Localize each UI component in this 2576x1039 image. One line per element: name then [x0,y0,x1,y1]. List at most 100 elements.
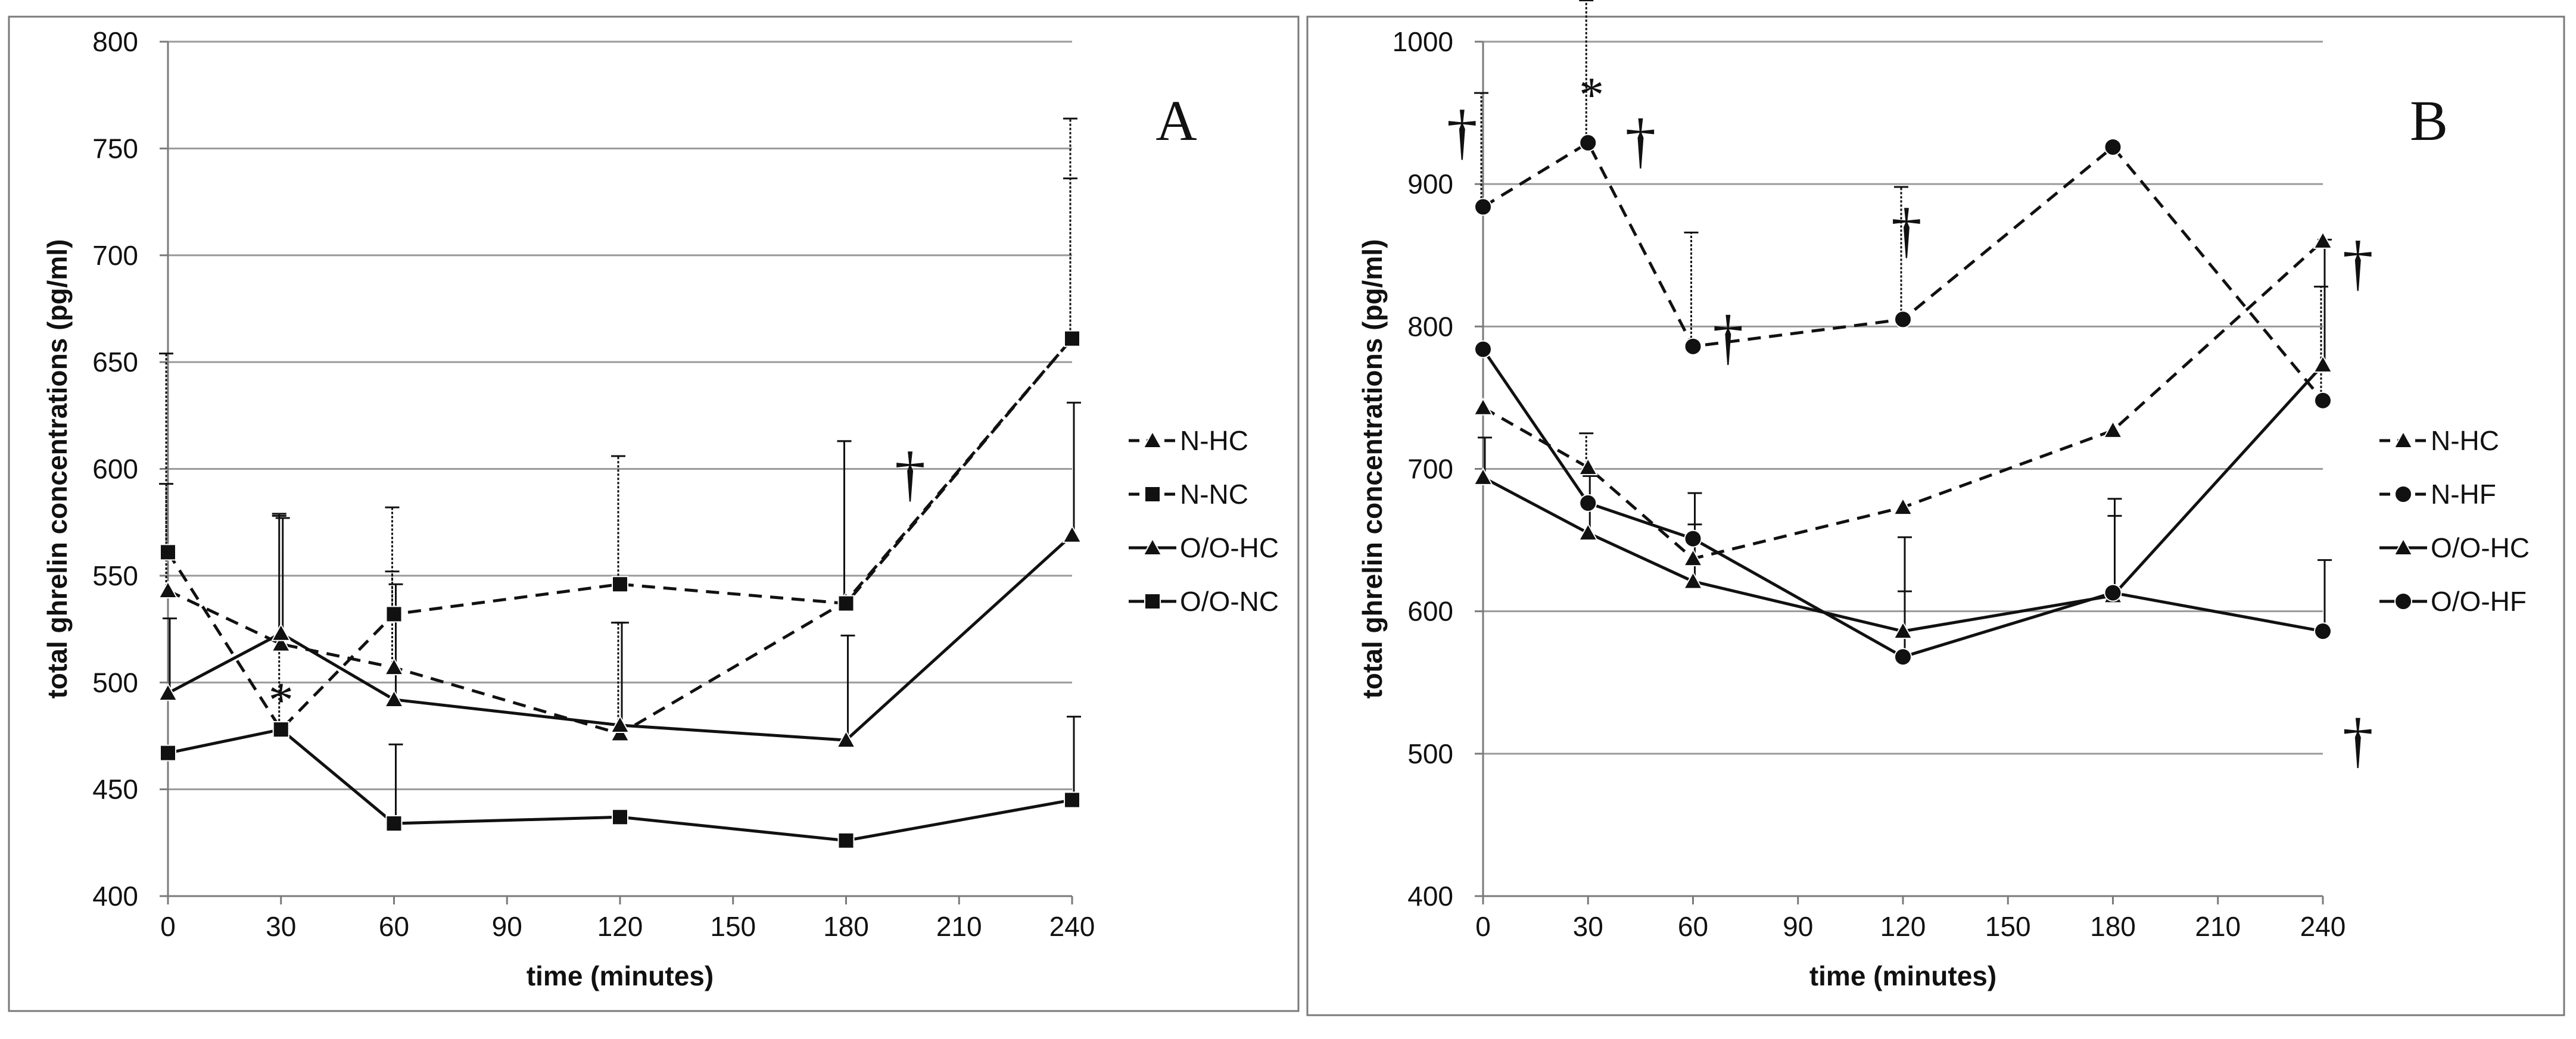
pb-significance-dagger-3: † [1712,303,1743,372]
pa-legend-label-n-hc: N-HC [1180,425,1248,456]
pa-legend-marker-n-hc [1142,430,1163,448]
pa-series-line-o-o-hc [167,533,1073,742]
pb-point-n-hf-240 [2314,391,2332,410]
pb-ytick-label-1000: 1000 [1393,26,1453,57]
pa-point-o-o-nc-0 [160,744,176,762]
pa-point-o-o-nc-60 [385,815,403,832]
pa-point-o-o-hc-60 [384,689,404,707]
pa-point-o-o-hc-0 [158,683,178,701]
pb-point-n-hf-0 [1474,198,1492,216]
pb-point-n-hf-180 [2104,138,2122,156]
pb-frame [1306,15,2565,1016]
pb-legend-label-o-o-hc: O/O-HC [2431,532,2530,563]
pa-xtick-label-240: 240 [1049,911,1095,942]
pb-point-n-hf-30 [1579,133,1597,152]
pb-xtick-label-150: 150 [1985,911,2031,942]
pa-xtick-label-30: 30 [266,911,296,942]
pb-x-axis-title: time (minutes) [1809,960,1996,991]
pb-legend-marker-o-o-hf [2394,592,2412,610]
pb-xtick-label-120: 120 [1880,911,1926,942]
pa-point-o-o-nc-120 [612,809,628,826]
pa-xtick-label-150: 150 [710,911,756,942]
pb-series-line-o-o-hf [1481,348,2323,659]
pa-xtick-label-90: 90 [492,911,522,942]
pa-ytick-label-500: 500 [92,667,138,698]
pa-point-n-hc-30 [271,634,291,652]
pa-xtick-label-120: 120 [597,911,643,942]
pb-xtick-label-0: 0 [1475,911,1491,942]
pa-frame [8,15,1300,1012]
pa-legend-marker-n-nc [1144,486,1161,503]
pa-point-o-o-nc-30 [272,721,289,738]
pb-series-line-n-hc [1482,239,2324,560]
pb-point-n-hc-30 [1578,457,1598,476]
pa-point-n-nc-180 [837,595,855,612]
pa-ytick-label-750: 750 [92,133,138,164]
pa-xtick-label-210: 210 [936,911,982,942]
pa-point-o-o-nc-240 [1064,791,1080,809]
pb-xtick-label-240: 240 [2300,911,2346,942]
pa-point-o-o-nc-180 [837,832,855,849]
pb-legend-marker-o-o-hc [2393,537,2413,556]
pa-ytick-label-650: 650 [92,347,138,377]
pb-legend-label-n-hf: N-HF [2431,479,2496,510]
pa-legend-label-o-o-hc: O/O-HC [1180,532,1279,563]
pa-ytick-label-550: 550 [92,560,138,591]
pa-ytick-label-700: 700 [92,240,138,271]
pb-significance-dagger-5: † [2343,229,2373,298]
pa-panel-letter: A [1155,89,1197,152]
chart-panel-a: 400 450 500 550 600 650 700 750 800 0 30 60 90 120 150… [8,15,1300,1012]
pa-xtick-label-60: 60 [379,911,409,942]
pb-xtick-label-60: 60 [1678,911,1708,942]
pb-panel-letter: B [2410,89,2448,152]
pa-point-o-o-hc-180 [836,730,856,748]
pa-series-line-o-o-nc [167,728,1073,843]
pb-xtick-label-210: 210 [2195,911,2241,942]
pb-point-o-o-hc-60 [1683,571,1703,589]
pb-series-line-n-hf [1482,141,2324,402]
pb-point-n-hf-60 [1684,337,1702,355]
pb-point-o-o-hc-240 [2313,354,2333,373]
pb-point-o-o-hf-120 [1894,648,1912,666]
pa-ytick-label-800: 800 [92,26,138,57]
pb-point-n-hc-60 [1683,548,1703,567]
pa-point-n-hc-0 [158,580,178,598]
pb-point-n-hc-180 [2102,420,2123,438]
pb-point-o-o-hf-60 [1684,529,1702,548]
pb-point-n-hc-0 [1473,397,1493,416]
pa-point-o-o-hc-120 [610,714,630,733]
pb-significance-star-1: * [1579,67,1604,123]
pb-point-o-o-hf-240 [2314,622,2332,641]
pa-legend-label-o-o-nc: O/O-NC [1180,586,1279,617]
pb-legend-marker-n-hf [2394,485,2412,503]
pb-significance-dagger-2: † [1625,107,1656,175]
pb-ytick-label-600: 600 [1407,596,1453,627]
pa-ytick-label-400: 400 [92,881,138,912]
pa-xtick-label-180: 180 [823,911,869,942]
pa-point-n-nc-60 [385,606,403,623]
pb-significance-dagger-6: † [2343,706,2373,775]
pb-ytick-label-700: 700 [1407,454,1453,485]
pa-ytick-label-600: 600 [92,454,138,485]
pb-ytick-label-400: 400 [1407,881,1453,912]
pb-point-o-o-hc-0 [1473,467,1493,485]
pb-legend-label-n-hc: N-HC [2431,425,2499,456]
pb-ytick-label-900: 900 [1407,169,1453,199]
pb-point-o-o-hf-30 [1579,494,1597,512]
pa-xtick-label-0: 0 [160,911,176,942]
pb-legend-label-o-o-hf: O/O-HF [2431,586,2527,617]
pa-legend-marker-o-o-nc [1144,593,1161,610]
pa-point-o-o-hc-30 [271,623,291,641]
pb-point-o-o-hf-0 [1474,340,1492,358]
pa-point-n-nc-0 [160,544,176,561]
pa-legend-label-n-nc: N-NC [1180,479,1248,510]
pb-ytick-label-800: 800 [1407,311,1453,342]
pb-point-o-o-hc-120 [1893,621,1913,639]
pa-x-axis-title: time (minutes) [527,960,714,991]
pb-legend-marker-n-hc [2393,430,2413,448]
pa-point-o-o-hc-240 [1062,525,1082,543]
pa-y-axis-title: total ghrelin concentrations (pg/ml) [42,239,73,699]
pb-xtick-label-90: 90 [1783,911,1813,942]
pa-ytick-label-450: 450 [92,774,138,805]
